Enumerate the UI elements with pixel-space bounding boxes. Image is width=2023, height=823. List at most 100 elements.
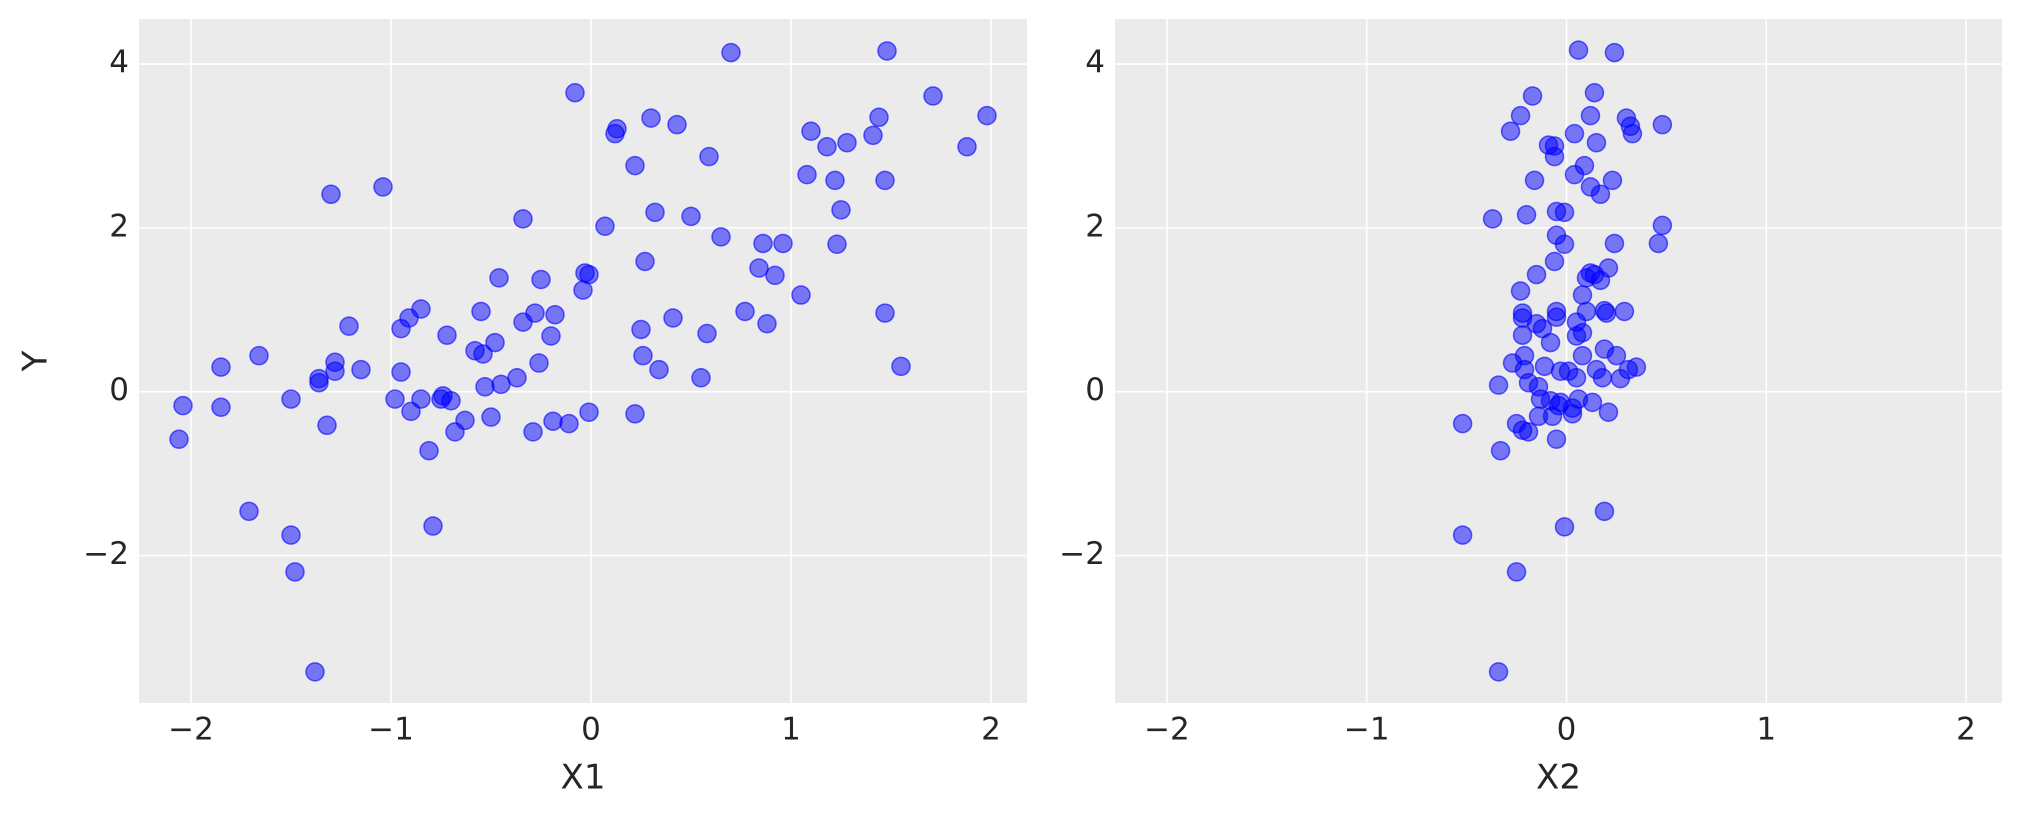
- point: [281, 389, 301, 409]
- point: [309, 372, 329, 393]
- point: [891, 356, 911, 377]
- point: [351, 359, 371, 380]
- point: [801, 121, 821, 141]
- point: [649, 359, 669, 380]
- point: [773, 233, 793, 254]
- point: [1596, 303, 1617, 323]
- point: [1582, 392, 1603, 413]
- point: [681, 206, 701, 227]
- point: [869, 107, 889, 128]
- point: [1606, 345, 1627, 366]
- point: [211, 397, 231, 418]
- x-tick-label: 0: [1557, 712, 1577, 748]
- point: [373, 177, 393, 197]
- y-tick-label: 0: [109, 372, 129, 408]
- point: [837, 132, 857, 153]
- x-tick-label: −2: [168, 712, 214, 748]
- point: [757, 313, 777, 334]
- point: [1516, 205, 1537, 225]
- point: [625, 155, 645, 176]
- point: [1592, 368, 1613, 388]
- point: [1652, 215, 1673, 236]
- point: [711, 227, 731, 247]
- point: [419, 440, 439, 461]
- point: [1566, 368, 1587, 388]
- point: [749, 258, 769, 278]
- point: [339, 316, 359, 336]
- x-tick-label: −1: [1344, 712, 1390, 748]
- point: [863, 125, 883, 146]
- point: [1518, 422, 1539, 442]
- point: [523, 422, 543, 442]
- point: [875, 170, 895, 191]
- point: [1546, 429, 1567, 449]
- point: [735, 301, 755, 322]
- point: [321, 184, 341, 205]
- point: [455, 410, 475, 431]
- point: [1626, 357, 1647, 377]
- point: [525, 303, 545, 323]
- point: [485, 332, 505, 353]
- point: [1524, 170, 1545, 191]
- point: [579, 264, 599, 285]
- point: [877, 41, 897, 61]
- point: [1526, 264, 1547, 285]
- point: [1572, 322, 1593, 343]
- subplot: −2 −1 0 1 2 −2 0 2 4 X2: [1059, 19, 2002, 798]
- point: [1452, 525, 1473, 545]
- point: [543, 411, 563, 431]
- point: [391, 362, 411, 382]
- point: [1586, 132, 1607, 153]
- point: [385, 389, 405, 409]
- point: [721, 42, 741, 63]
- point: [1510, 105, 1531, 126]
- point: [635, 251, 655, 272]
- point: [1622, 123, 1643, 144]
- point: [1490, 440, 1511, 461]
- point: [827, 234, 847, 255]
- point: [1554, 202, 1575, 223]
- point: [285, 562, 305, 582]
- x-tick-label: 2: [1956, 712, 1976, 748]
- point: [411, 389, 431, 409]
- point: [645, 202, 665, 223]
- point: [1510, 281, 1531, 301]
- point: [173, 395, 193, 416]
- point: [475, 377, 495, 397]
- y-tick-label: −2: [83, 536, 129, 572]
- point: [595, 216, 615, 236]
- point: [471, 301, 491, 322]
- point: [1576, 301, 1597, 322]
- point: [1568, 40, 1589, 60]
- point: [565, 82, 585, 103]
- point: [1584, 82, 1605, 103]
- point: [305, 662, 325, 682]
- point: [1452, 413, 1473, 434]
- point: [1512, 325, 1533, 345]
- point: [923, 86, 943, 106]
- point: [325, 361, 345, 381]
- point: [699, 146, 719, 167]
- point: [663, 308, 683, 328]
- point: [691, 368, 711, 388]
- point: [631, 319, 651, 340]
- point: [791, 285, 811, 305]
- point: [667, 114, 687, 135]
- point: [1546, 301, 1567, 322]
- x-tick-label: 1: [1756, 712, 1776, 748]
- y-axis-label: Y: [16, 350, 56, 372]
- point: [1574, 155, 1595, 176]
- point: [765, 265, 785, 286]
- point: [1544, 136, 1565, 156]
- point: [697, 323, 717, 344]
- x-tick-label: 2: [981, 712, 1001, 748]
- point: [1594, 501, 1615, 522]
- x-tick-label: 1: [781, 712, 801, 748]
- point: [607, 119, 627, 139]
- point: [825, 170, 845, 191]
- x-tick-label: −2: [1144, 712, 1190, 748]
- point: [1648, 233, 1669, 254]
- point: [437, 325, 457, 345]
- point: [1534, 356, 1555, 377]
